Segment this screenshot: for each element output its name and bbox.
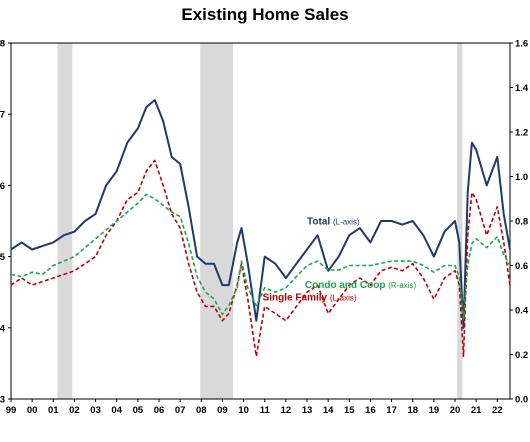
x-tick-label: 21 — [471, 405, 482, 416]
right-tick-label: 0.4 — [515, 306, 529, 317]
x-tick-label: 22 — [492, 405, 503, 416]
series-line-condo-and-coop — [10, 193, 511, 320]
x-tick-label: 12 — [281, 405, 292, 416]
x-tick-label: 05 — [133, 405, 144, 416]
x-tick-label: 11 — [260, 405, 271, 416]
recession-band-2 — [457, 43, 463, 399]
x-tick-label: 10 — [238, 405, 249, 416]
right-tick-label: 0.6 — [515, 261, 528, 272]
x-tick-label: 00 — [27, 405, 38, 416]
series-line-single-family — [10, 159, 511, 358]
axes: 99 00 01 02 03 04 05 06 07 08 09 10 11 12 13 14 15 16 17 18… — [0, 39, 529, 417]
x-tick-label: 14 — [323, 405, 334, 416]
x-tick-label: 03 — [90, 405, 101, 416]
series-lines — [10, 99, 511, 358]
x-tick-label: 15 — [344, 405, 355, 416]
chart-title: Existing Home Sales — [181, 5, 349, 24]
right-tick-label: 1.4 — [515, 83, 529, 94]
x-tick-label: 16 — [365, 405, 376, 416]
recession-bands — [57, 43, 463, 399]
x-tick-label: 13 — [302, 405, 313, 416]
x-tick-label: 04 — [111, 405, 122, 416]
recession-band-0 — [57, 43, 73, 399]
x-tick-label: 19 — [429, 405, 440, 416]
x-tick-label: 02 — [69, 405, 80, 416]
series-label-single-family: Single Family (L-axis) — [263, 293, 357, 304]
x-tick-label: 17 — [386, 405, 397, 416]
x-tick-label: 09 — [217, 405, 228, 416]
left-tick-label: 6 — [0, 181, 5, 192]
left-tick-label: 7 — [0, 110, 5, 121]
right-tick-label: 1.6 — [515, 39, 528, 50]
series-label-condo-and-coop: Condo and Coop (R-axis) — [305, 280, 417, 291]
x-tick-label: 99 — [6, 405, 17, 416]
left-tick-label: 4 — [0, 323, 6, 334]
x-tick-label: 08 — [196, 405, 207, 416]
x-tick-label: 07 — [175, 405, 186, 416]
x-tick-label: 18 — [407, 405, 418, 416]
x-tick-label: 01 — [48, 405, 59, 416]
left-tick-label: 5 — [0, 252, 6, 263]
x-tick-label: 20 — [450, 405, 461, 416]
right-tick-label: 0.2 — [515, 350, 528, 361]
left-tick-label: 8 — [0, 39, 5, 50]
series-labels: Total (L-axis) Single Family (L-axis) Cond… — [263, 217, 417, 304]
right-tick-label: 1.0 — [515, 172, 528, 183]
right-tick-label: 1.2 — [515, 128, 528, 139]
series-line-total — [10, 99, 511, 329]
x-tick-label: 06 — [154, 405, 165, 416]
left-tick-label: 3 — [0, 395, 5, 406]
recession-band-1 — [200, 43, 234, 399]
right-tick-label: 0.8 — [515, 217, 528, 228]
series-label-total: Total (L-axis) — [307, 217, 360, 228]
right-tick-label: 0.0 — [515, 395, 528, 406]
